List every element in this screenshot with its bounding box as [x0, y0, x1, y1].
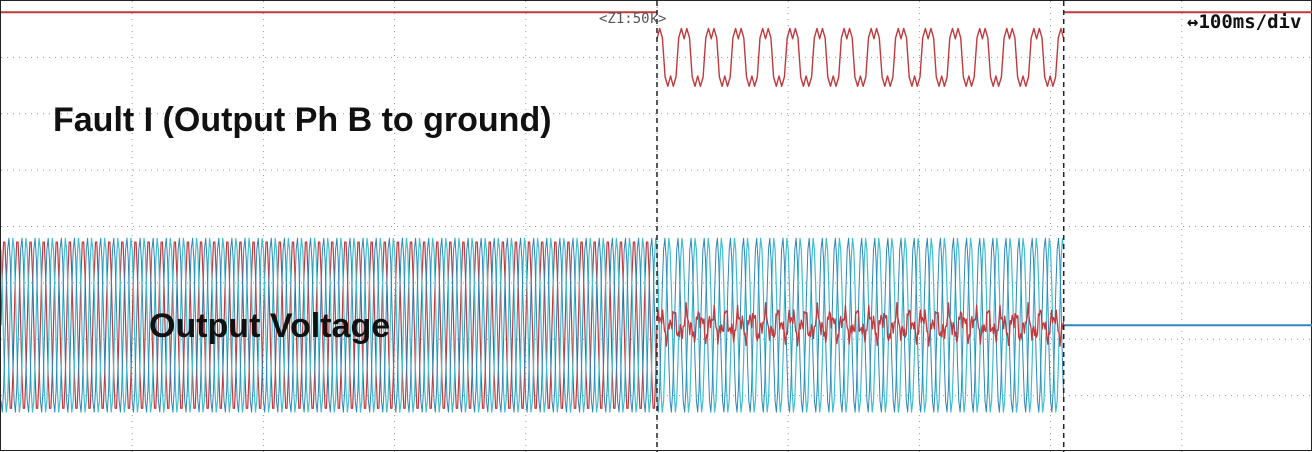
output-voltage-label: Output Voltage	[149, 307, 391, 345]
cursor-layer	[656, 1, 1065, 452]
voltage-trace-phase-b-faulted	[656, 302, 1065, 347]
voltage-trace-phase-c	[1, 237, 658, 413]
voltage-trace-phase-b	[1, 241, 658, 409]
trace-layer	[1, 11, 1312, 413]
voltage-trace-phase-a	[1, 237, 658, 413]
fault-current-label: Fault I (Output Ph B to ground)	[53, 101, 552, 139]
zoom-indicator: <Z1:50k>	[599, 11, 667, 27]
voltage-trace-phase-c	[656, 237, 1065, 413]
fault-current-trace-oscillation	[656, 27, 1065, 87]
timebase-readout: ↔100ms/div	[1187, 11, 1302, 33]
voltage-trace-phase-a	[656, 237, 1065, 413]
